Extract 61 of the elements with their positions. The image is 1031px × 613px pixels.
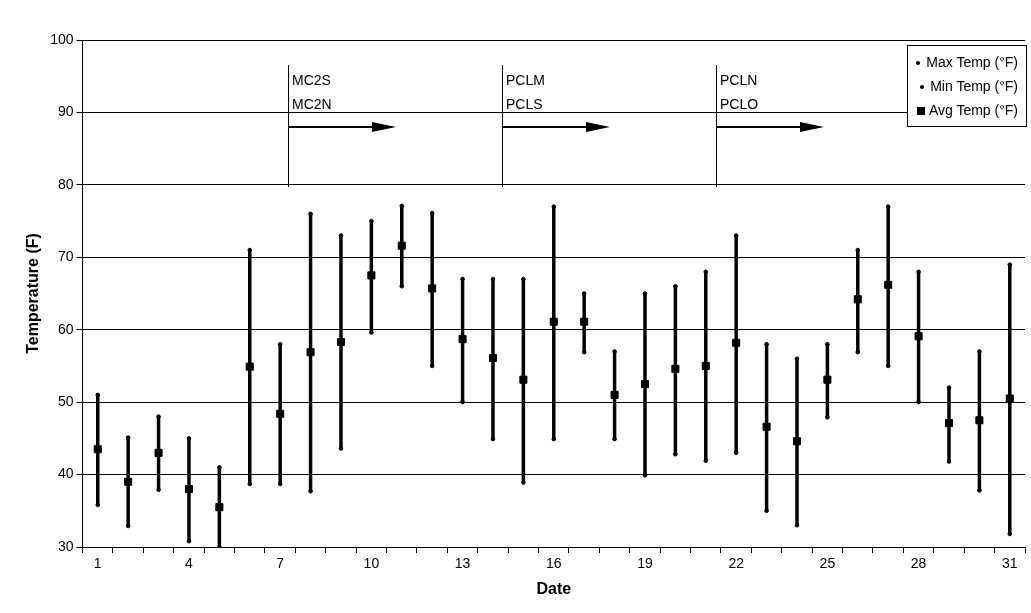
point [701,361,710,370]
y-tick-label: 60 [57,320,74,337]
point [792,437,802,446]
point [276,409,285,418]
legend-label: Max Temp (°F) [925,53,1018,72]
annotation: PCLM [506,72,545,88]
point [397,241,406,250]
annotation: MC2N [292,96,332,112]
point [245,362,254,371]
point [853,295,862,304]
y-tick-label: 40 [57,465,74,482]
point [124,477,133,486]
x-tick-label: 19 [637,555,653,572]
x-tick-label: 22 [728,555,745,572]
point [823,375,832,384]
x-tick-label: 13 [454,555,471,572]
y-tick-label: 30 [57,537,74,554]
legend-label: Min Temp (°F) [929,77,1018,96]
x-tick-label: 10 [363,555,380,572]
x-tick-label: 7 [276,555,285,572]
annotation: PCLN [720,72,758,88]
y-axis-title: Temperature (F) [24,233,42,354]
point [184,485,193,494]
annotation: MC2S [292,72,331,88]
point [671,364,680,373]
x-tick-label: 16 [545,555,562,572]
y-tick-label: 90 [57,103,74,120]
point [428,284,437,293]
point [732,338,741,347]
point [549,317,558,326]
point [215,503,224,512]
point [610,390,619,399]
x-tick-label: 25 [819,555,836,572]
y-tick-label: 100 [50,30,74,47]
y-tick-label: 50 [57,393,74,409]
annotation: PCLO [720,96,759,112]
x-tick-label: 28 [910,555,927,572]
annotation: PCLS [506,96,543,112]
x-tick-label: 4 [185,555,194,572]
y-tick-label: 70 [57,248,74,265]
point [336,337,346,347]
legend-label: Avg Temp (°F) [927,101,1018,120]
point [519,375,528,384]
point [93,445,102,454]
point [458,335,467,344]
y-tick-label: 80 [57,175,74,192]
point [762,422,771,431]
x-tick-label: 1 [93,555,102,572]
point [154,448,163,457]
point [914,332,923,341]
point [944,419,954,428]
point [1005,394,1014,403]
point [640,380,650,389]
x-tick-label: 31 [1002,555,1018,572]
point [975,416,984,425]
x-axis-title: Date [536,579,572,597]
point [488,353,498,362]
point [367,271,376,280]
point [580,317,589,326]
point [884,280,893,289]
point [306,348,315,357]
